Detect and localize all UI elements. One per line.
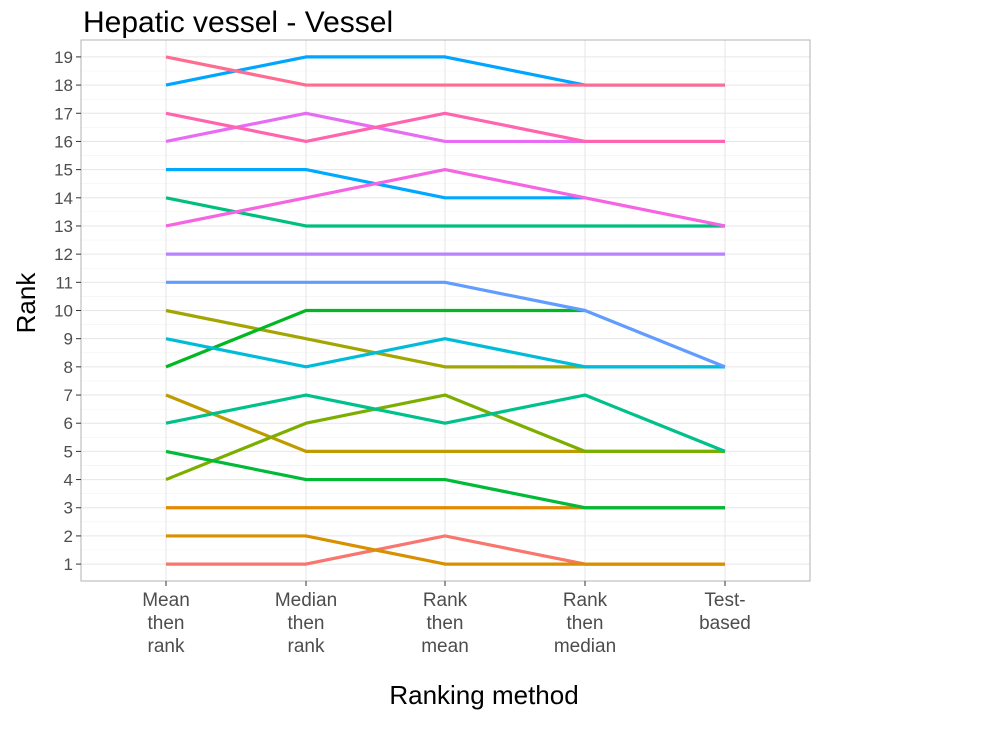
x-tick-label-line: then — [567, 613, 604, 634]
x-tick-label-line: Test- — [704, 590, 745, 611]
y-tick-label: 4 — [64, 471, 73, 490]
x-tick-label: Mean then rank — [142, 590, 190, 657]
x-tick-label-line: then — [427, 613, 464, 634]
x-tick-label-line: rank — [288, 636, 325, 657]
y-tick-label: 8 — [64, 358, 73, 377]
y-tick-label: 15 — [54, 161, 73, 180]
chart-title: Hepatic vessel - Vessel — [83, 6, 393, 39]
x-tick-label-line: Median — [275, 590, 337, 611]
y-tick-label: 2 — [64, 527, 73, 546]
y-tick-label: 7 — [64, 386, 73, 405]
x-axis-title: Ranking method — [389, 680, 578, 710]
y-tick-label: 3 — [64, 499, 73, 518]
y-tick-label: 17 — [54, 104, 73, 123]
y-tick-label: 13 — [54, 217, 73, 236]
x-tick-label-line: Rank — [423, 590, 468, 611]
series-line-8 — [165, 393, 726, 453]
x-tick-label-line: based — [699, 613, 751, 634]
x-tick-label: Rank then mean — [421, 590, 469, 657]
y-axis-title: Rank — [11, 272, 41, 334]
series-line-17 — [165, 111, 725, 144]
x-tick-label: Median then rank — [275, 590, 337, 657]
series-line-7 — [165, 308, 585, 369]
x-tick-label-line: then — [148, 613, 185, 634]
x-tick-label: Test-based — [699, 590, 751, 634]
x-tick-label-line: mean — [421, 636, 469, 657]
series-line-13 — [166, 280, 726, 369]
series-line-5 — [165, 393, 725, 482]
y-tick-label: 12 — [54, 245, 73, 264]
x-tick-label: Rank then median — [554, 590, 616, 657]
y-tick-label: 9 — [64, 330, 73, 349]
y-tick-label: 19 — [54, 48, 73, 67]
y-tick-label: 10 — [54, 302, 73, 321]
series-line-16 — [165, 168, 726, 228]
series-line-2 — [166, 534, 725, 566]
series-line-6 — [165, 449, 725, 510]
x-tick-label-line: rank — [148, 636, 185, 657]
series-line-10 — [165, 337, 725, 369]
y-tick-label: 18 — [54, 76, 73, 95]
x-tick-label-line: then — [288, 613, 325, 634]
y-tick-label: 11 — [55, 273, 73, 292]
series-lines — [165, 55, 726, 566]
y-tick-label: 5 — [64, 442, 73, 461]
x-tick-label-line: median — [554, 636, 616, 657]
y-tick-label: 16 — [54, 132, 73, 151]
y-tick-label: 6 — [64, 414, 73, 433]
y-tick-label: 1 — [64, 555, 73, 574]
series-line-9 — [165, 196, 725, 228]
x-tick-label-line: Mean — [142, 590, 190, 611]
x-tick-label-line: Rank — [563, 590, 608, 611]
y-tick-label: 14 — [54, 189, 73, 208]
series-line-18 — [165, 55, 725, 87]
